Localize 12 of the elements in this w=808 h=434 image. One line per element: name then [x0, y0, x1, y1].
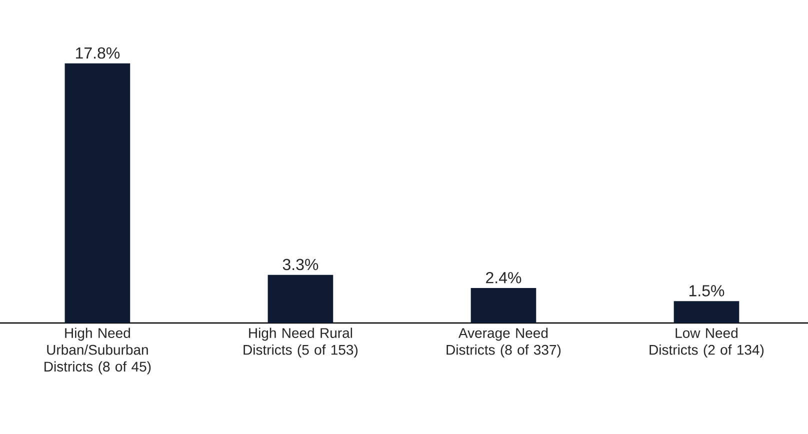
bar [64, 63, 130, 323]
bar [268, 274, 334, 323]
data-label: 17.8% [76, 47, 120, 59]
x-tick-label: Average Need Districts (8 of 337) [446, 328, 561, 358]
data-label: 2.4% [486, 272, 522, 284]
x-tick-label: Low Need Districts (2 of 134) [650, 328, 764, 358]
data-label: 3.3% [282, 258, 318, 270]
x-tick-label: High Need Urban/Suburban Districts (8 of 45) [44, 328, 151, 374]
x-tick-label: High Need Rural Districts (5 of 153) [244, 328, 358, 358]
data-label: 1.5% [689, 285, 724, 296]
bar [470, 288, 536, 323]
bar [674, 301, 740, 323]
